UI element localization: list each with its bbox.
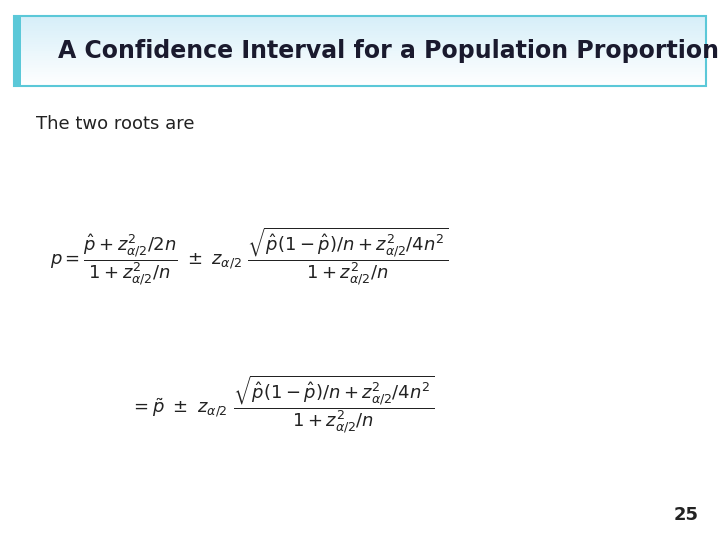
FancyBboxPatch shape — [14, 77, 706, 79]
Text: $= \tilde{p}\ \pm\ z_{\alpha/2}\ \dfrac{\sqrt{\hat{p}(1-\hat{p})/n + z_{\alpha/2: $= \tilde{p}\ \pm\ z_{\alpha/2}\ \dfrac{… — [130, 374, 434, 436]
FancyBboxPatch shape — [14, 52, 706, 55]
FancyBboxPatch shape — [14, 56, 706, 58]
FancyBboxPatch shape — [14, 63, 706, 65]
FancyBboxPatch shape — [14, 26, 706, 29]
FancyBboxPatch shape — [14, 80, 706, 83]
FancyBboxPatch shape — [14, 47, 706, 50]
FancyBboxPatch shape — [14, 59, 706, 62]
FancyBboxPatch shape — [14, 62, 706, 64]
FancyBboxPatch shape — [14, 19, 706, 22]
FancyBboxPatch shape — [14, 17, 706, 19]
Text: The two roots are: The two roots are — [36, 115, 194, 133]
FancyBboxPatch shape — [14, 70, 706, 72]
FancyBboxPatch shape — [14, 16, 21, 86]
FancyBboxPatch shape — [14, 79, 706, 81]
FancyBboxPatch shape — [14, 65, 706, 67]
FancyBboxPatch shape — [14, 28, 706, 30]
FancyBboxPatch shape — [14, 40, 706, 43]
FancyBboxPatch shape — [14, 82, 706, 85]
FancyBboxPatch shape — [14, 76, 706, 78]
FancyBboxPatch shape — [14, 23, 706, 25]
FancyBboxPatch shape — [14, 42, 706, 44]
FancyBboxPatch shape — [14, 66, 706, 69]
FancyBboxPatch shape — [14, 24, 706, 26]
FancyBboxPatch shape — [14, 72, 706, 74]
FancyBboxPatch shape — [14, 55, 706, 57]
Text: $p = \dfrac{\hat{p} + z_{\alpha/2}^2/2n}{1 + z_{\alpha/2}^2/n}\ \pm\ z_{\alpha/2: $p = \dfrac{\hat{p} + z_{\alpha/2}^2/2n}… — [50, 225, 449, 288]
FancyBboxPatch shape — [14, 49, 706, 51]
Text: A Confidence Interval for a Population Proportion: A Confidence Interval for a Population P… — [58, 39, 719, 63]
FancyBboxPatch shape — [14, 37, 706, 39]
FancyBboxPatch shape — [14, 51, 706, 53]
FancyBboxPatch shape — [14, 16, 706, 18]
Text: 25: 25 — [673, 506, 698, 524]
FancyBboxPatch shape — [14, 45, 706, 48]
FancyBboxPatch shape — [14, 30, 706, 32]
FancyBboxPatch shape — [14, 31, 706, 33]
FancyBboxPatch shape — [14, 33, 706, 36]
FancyBboxPatch shape — [14, 69, 706, 71]
FancyBboxPatch shape — [14, 44, 706, 46]
FancyBboxPatch shape — [14, 21, 706, 23]
FancyBboxPatch shape — [14, 84, 706, 86]
FancyBboxPatch shape — [14, 73, 706, 76]
FancyBboxPatch shape — [14, 58, 706, 60]
FancyBboxPatch shape — [14, 38, 706, 40]
FancyBboxPatch shape — [14, 35, 706, 37]
